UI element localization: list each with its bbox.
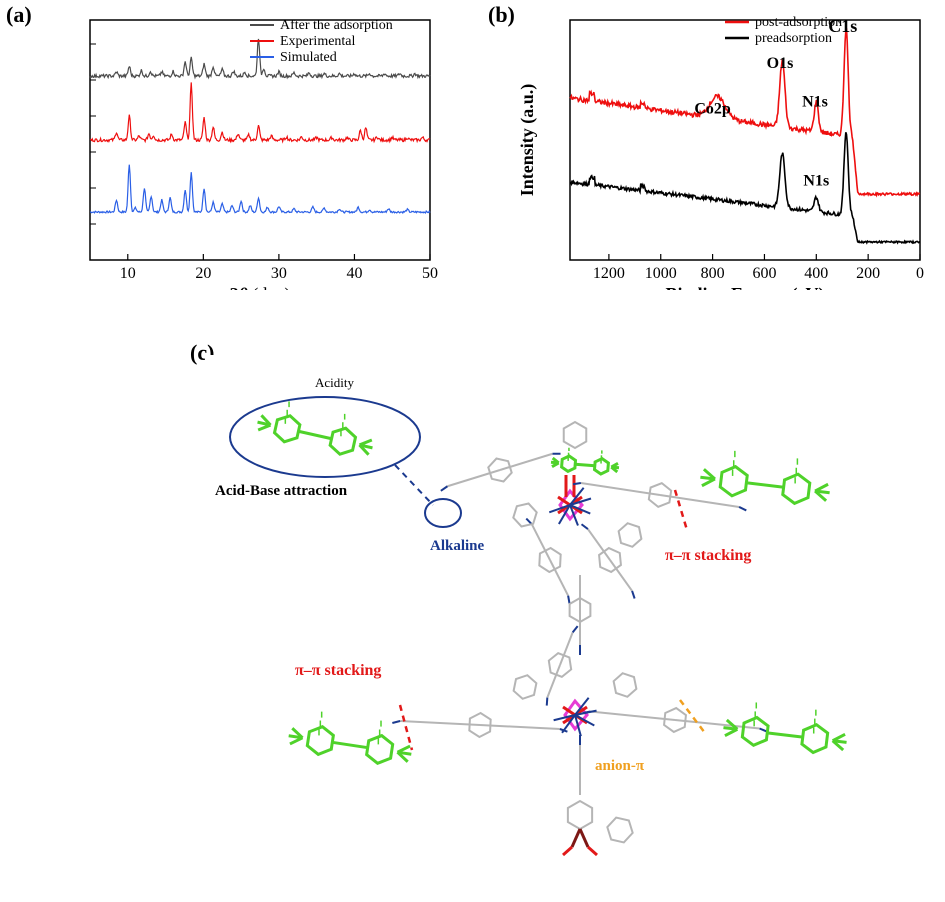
panel-a-label: (a) [6, 2, 32, 28]
svg-text:10: 10 [120, 265, 136, 282]
svg-text:200: 200 [856, 265, 880, 282]
svg-text:Acidity: Acidity [315, 375, 354, 390]
panel-b-label: (b) [488, 2, 515, 28]
svg-text:post-adsorption: post-adsorption [755, 15, 842, 30]
xrd-chart: 10 20 30 40 50 2θ (deg) After the adsorptionEx… [40, 10, 440, 290]
svg-text:Binding Energy (eV): Binding Energy (eV) [665, 284, 824, 290]
molecular-diagram: Acidity Acid-Base attraction Alkaline π–π s… [205, 355, 925, 875]
svg-text:After the adsorption: After the adsorption [280, 18, 393, 33]
svg-text:0: 0 [916, 265, 924, 282]
svg-text:2θ (deg): 2θ (deg) [230, 284, 291, 290]
svg-text:40: 40 [346, 265, 362, 282]
svg-text:600: 600 [752, 265, 776, 282]
xps-chart: 1200 1000 800 600 400 200 0 Binding Energy (eV)… [515, 10, 935, 290]
svg-text:Intensity (a.u.): Intensity (a.u.) [517, 84, 538, 197]
svg-text:1000: 1000 [645, 265, 677, 282]
svg-text:N1s: N1s [802, 93, 828, 110]
svg-text:anion-π: anion-π [595, 758, 645, 774]
svg-text:Co2p: Co2p [694, 101, 731, 118]
svg-text:π–π stacking: π–π stacking [295, 662, 381, 679]
svg-text:O1s: O1s [767, 55, 794, 72]
svg-text:30: 30 [271, 265, 287, 282]
svg-text:Experimental: Experimental [280, 34, 356, 49]
svg-text:π–π stacking: π–π stacking [665, 547, 751, 564]
svg-text:Simulated: Simulated [280, 50, 337, 65]
svg-text:Acid-Base attraction: Acid-Base attraction [215, 483, 348, 499]
svg-text:1200: 1200 [593, 265, 625, 282]
svg-text:N1s: N1s [803, 173, 829, 190]
svg-text:Alkaline: Alkaline [430, 538, 485, 554]
svg-text:50: 50 [422, 265, 438, 282]
svg-text:400: 400 [804, 265, 828, 282]
svg-text:preadsorption: preadsorption [755, 31, 832, 46]
svg-text:20: 20 [195, 265, 211, 282]
svg-text:800: 800 [701, 265, 725, 282]
